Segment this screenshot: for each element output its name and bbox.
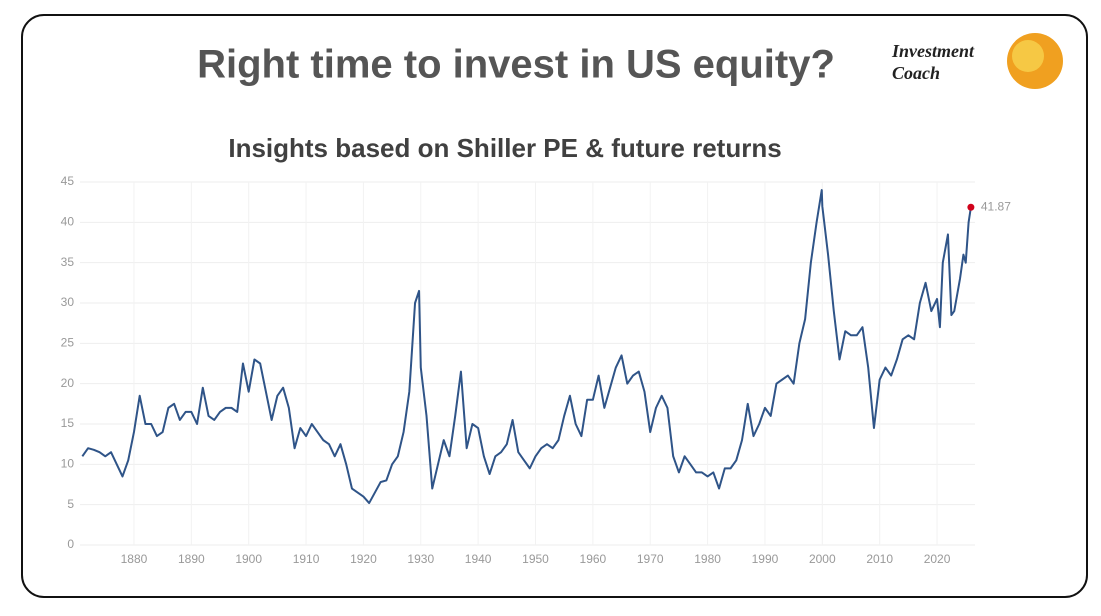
x-tick-label: 2010 <box>866 552 893 566</box>
x-tick-label: 1950 <box>522 552 549 566</box>
x-tick-label: 1940 <box>465 552 492 566</box>
y-tick-label: 25 <box>61 336 75 350</box>
last-point <box>967 203 975 211</box>
last-point-label: 41.87 <box>981 199 1011 213</box>
logo-text: Investment <box>891 41 975 61</box>
x-tick-label: 1920 <box>350 552 377 566</box>
x-tick-label: 1970 <box>637 552 664 566</box>
y-tick-label: 10 <box>61 457 75 471</box>
x-tick-label: 1930 <box>407 552 434 566</box>
y-tick-label: 40 <box>61 215 75 229</box>
y-tick-label: 45 <box>61 174 75 188</box>
y-tick-label: 20 <box>61 376 75 390</box>
data-line <box>81 189 972 505</box>
x-tick-label: 1880 <box>121 552 148 566</box>
x-tick-label: 1980 <box>694 552 721 566</box>
y-tick-label: 15 <box>61 416 75 430</box>
x-tick-label: 1960 <box>580 552 607 566</box>
x-tick-label: 1900 <box>235 552 262 566</box>
chart-title: Insights based on Shiller PE & future re… <box>228 133 781 163</box>
y-tick-label: 5 <box>67 497 74 511</box>
y-tick-label: 35 <box>61 255 75 269</box>
x-tick-label: 1890 <box>178 552 205 566</box>
x-tick-label: 2020 <box>924 552 951 566</box>
slide-title: Right time to invest in US equity? <box>197 43 835 87</box>
x-tick-label: 1910 <box>293 552 320 566</box>
y-tick-label: 30 <box>61 295 75 309</box>
logo-text: Coach <box>892 63 940 83</box>
y-tick-label: 0 <box>67 537 74 551</box>
x-tick-label: 2000 <box>809 552 836 566</box>
slide-frame <box>21 14 1088 598</box>
x-tick-label: 1990 <box>752 552 779 566</box>
logo-sun-core <box>1012 40 1044 72</box>
